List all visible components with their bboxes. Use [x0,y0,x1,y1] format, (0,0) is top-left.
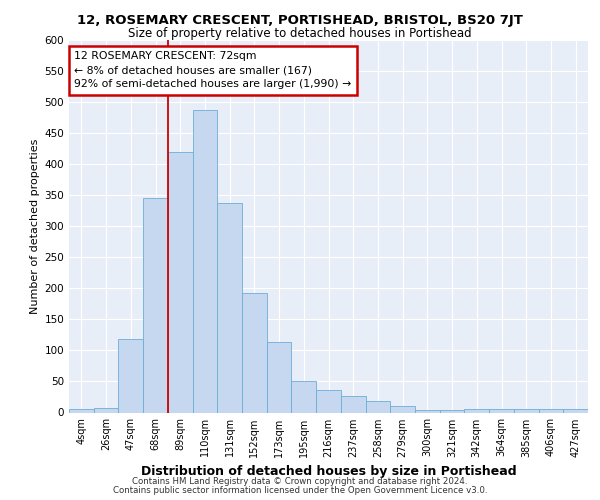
Text: Contains HM Land Registry data © Crown copyright and database right 2024.: Contains HM Land Registry data © Crown c… [132,477,468,486]
Bar [316,390,341,412]
Y-axis label: Number of detached properties: Number of detached properties [30,138,40,314]
Bar [390,406,415,412]
Bar [118,339,143,412]
Text: Size of property relative to detached houses in Portishead: Size of property relative to detached ho… [128,28,472,40]
Bar [341,396,365,412]
Bar [94,408,118,412]
Bar [242,292,267,412]
Text: 12 ROSEMARY CRESCENT: 72sqm
← 8% of detached houses are smaller (167)
92% of sem: 12 ROSEMARY CRESCENT: 72sqm ← 8% of deta… [74,51,352,89]
Bar [292,382,316,412]
Bar [415,410,440,412]
Bar [217,204,242,412]
Bar [143,198,168,412]
Bar [514,410,539,412]
X-axis label: Distribution of detached houses by size in Portishead: Distribution of detached houses by size … [140,465,517,478]
Bar [539,410,563,412]
Text: 12, ROSEMARY CRESCENT, PORTISHEAD, BRISTOL, BS20 7JT: 12, ROSEMARY CRESCENT, PORTISHEAD, BRIST… [77,14,523,27]
Bar [489,410,514,412]
Bar [168,152,193,412]
Bar [193,110,217,412]
Bar [464,410,489,412]
Bar [563,410,588,412]
Bar [267,342,292,412]
Bar [69,410,94,412]
Text: Contains public sector information licensed under the Open Government Licence v3: Contains public sector information licen… [113,486,487,495]
Bar [365,402,390,412]
Bar [440,410,464,412]
